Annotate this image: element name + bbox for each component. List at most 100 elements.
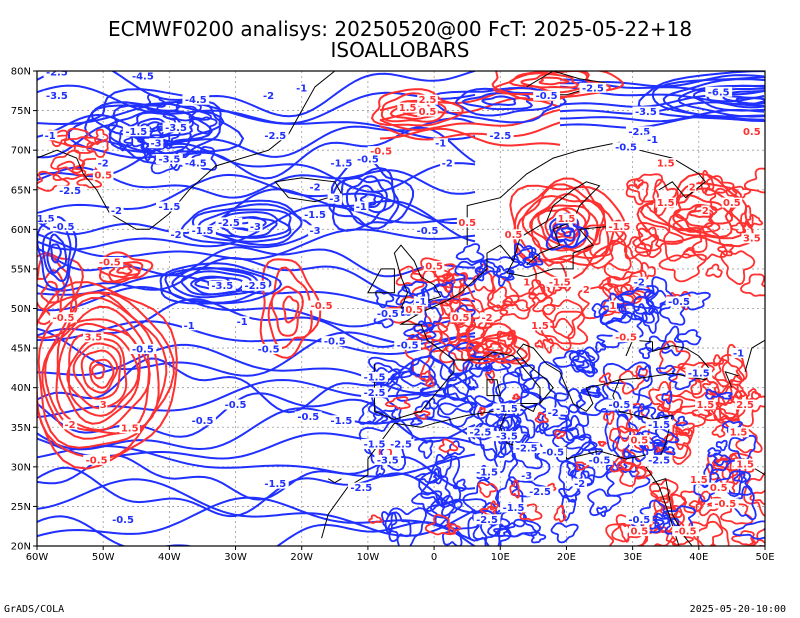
contour-label: -2.5 [469,428,491,439]
contour-line [367,393,397,417]
contour-line [566,462,582,477]
contour-label-bg [632,276,647,287]
contour-line [634,233,662,259]
contour-label-bg [467,427,494,438]
lat-tick-label: 30N [11,462,31,473]
contour-line [37,188,476,243]
contour-label: -2.5 [390,440,412,451]
lon-tick-label: 30E [623,552,642,563]
contour-label: 1.5 [730,428,748,439]
contour-line [540,317,574,352]
contour-line [494,380,543,420]
contour-label-bg [493,403,521,414]
contour-line [436,383,474,416]
lat-tick-label: 40N [11,383,31,394]
contour-line [559,101,765,115]
contour-line [658,340,691,375]
contour-label: -2.5 [529,487,551,498]
contour-label: 1 [523,277,530,288]
contour-line [577,390,619,417]
contour-line [418,455,462,508]
contour-line [441,522,463,546]
contour-label: -1.5 [33,214,55,225]
contour-line [542,338,555,354]
map-axes: 60W 50W 40W 30W 20W 10W 0 10E 20E 30E 40E 50E 20N 25N… [11,67,775,564]
contour-line [180,199,314,249]
contour-label-bg [417,94,438,105]
contour-label-bg [629,435,650,446]
contour-line [596,505,608,518]
contour-line [582,225,632,272]
contour-label-bg [665,296,693,307]
contour-label-bg [109,514,137,525]
lon-tick-label: 20W [290,552,313,563]
contour-label: -2.5 [59,186,81,197]
contour-label-bg [473,466,501,477]
contour-label-bg [308,300,335,311]
contour-line [603,239,644,281]
contour-line [600,302,633,325]
contour-label: -0.5 [99,258,121,269]
contour-line [505,518,538,538]
contour-line [534,339,544,349]
contour-label-bg [361,439,388,449]
contour-label-bg [741,126,763,137]
contour-label: -2 [574,479,585,490]
contour-line [37,343,476,395]
contour-label-bg [632,106,660,117]
contour-label-bg [328,415,355,426]
contour-line [482,256,521,279]
contour-label: -2.5 [364,388,386,399]
contour-label-bg [414,225,441,236]
contour-line [384,396,411,410]
contour-label-bg [734,399,756,410]
coastline [321,343,673,539]
contour-label: -1.5 [503,503,525,514]
contour-line [564,403,590,432]
contour-line [745,388,762,401]
contour-label-bg [473,514,501,525]
contour-line [40,280,60,304]
contour-label-bg [122,126,150,137]
contour-label-bg [688,181,697,192]
contour-line [124,111,193,140]
contour-line [707,447,722,458]
contour-label: -0.5 [357,155,379,166]
contour-line [625,181,649,206]
contour-line [728,434,757,462]
contour-label: -2.5 [476,515,498,526]
contour-line [424,513,456,536]
lat-tick-label: 25N [11,502,31,513]
contour-line [433,282,454,298]
contour-label: -1.5 [158,202,180,213]
contour-label: -2 [98,159,109,170]
contour-line [732,185,752,200]
contour-line [690,373,720,399]
contour-label-bg [433,138,448,149]
contour-label: -1.5 [125,127,147,138]
contour-label: 0.5 [630,436,648,447]
contour-line [485,369,496,384]
contour-label: -0.5 [714,499,736,510]
contour-label-bg [208,280,236,291]
contour-line [675,415,689,427]
contour-line [673,329,702,346]
contour-label-bg [83,454,110,465]
contour-line [414,400,435,419]
contour-line [37,228,476,261]
contour-line [565,433,598,452]
contour-label-bg [440,158,455,168]
contour-line [37,281,178,470]
contour-line [633,178,644,190]
contour-label: -0.5 [668,297,690,308]
contour-label: 0.5 [505,230,523,241]
contour-line [116,265,133,275]
contour-label-bg [685,367,713,378]
contour-line [191,116,218,135]
contour-line [381,510,398,535]
contour-label: -1.5 [330,159,352,170]
contour-label-bg [503,229,524,240]
contour-line [637,403,650,421]
contour-line [704,388,719,400]
